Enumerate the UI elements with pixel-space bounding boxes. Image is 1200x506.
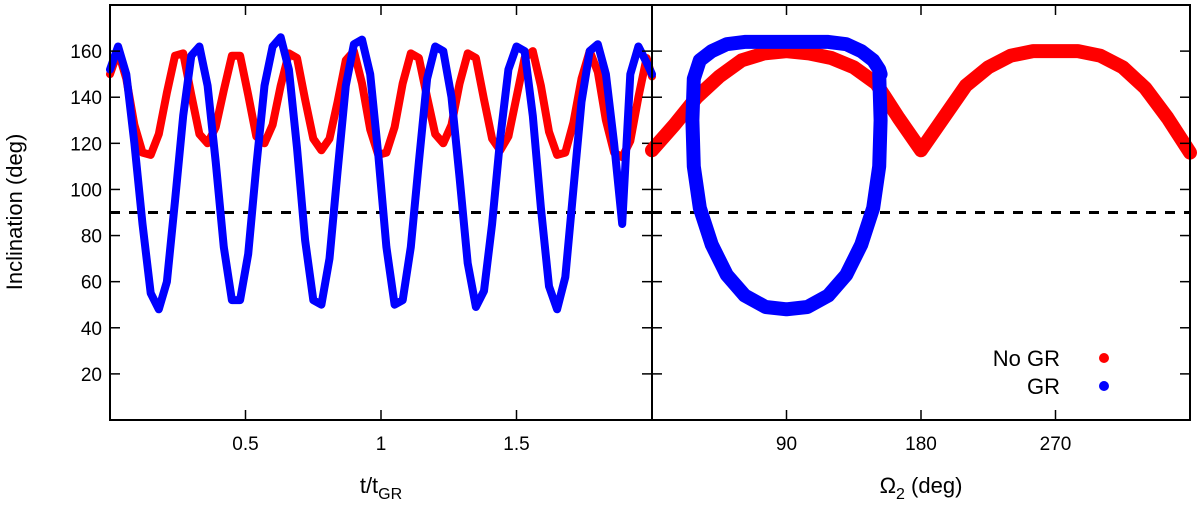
y-tick-label: 80: [81, 227, 102, 248]
legend-marker-no-gr: [1099, 353, 1109, 363]
x-axis-label-left: t/tGR: [360, 473, 402, 503]
y-tick-label: 20: [81, 365, 102, 386]
legend-label-gr: GR: [1027, 374, 1060, 399]
y-axis-label: Inclination (deg): [2, 134, 27, 291]
y-tick-label: 40: [81, 319, 102, 340]
x-tick-label-right: 90: [776, 434, 797, 455]
legend: No GR GR: [993, 346, 1109, 399]
legend-label-no-gr: No GR: [993, 346, 1060, 371]
legend-marker-gr: [1099, 381, 1109, 391]
series-gr-left: [106, 33, 656, 314]
x-tick-label-right: 180: [905, 434, 937, 455]
y-tick-label: 120: [70, 134, 102, 155]
x-tick-label-left: 0.5: [232, 434, 258, 455]
left-panel: 0.5 1 1.5 20 40 60 80 100 120 140 160 t/tGR: [70, 4, 656, 503]
x-tick-label-left: 1: [376, 434, 387, 455]
y-tick-label: 140: [70, 88, 102, 109]
series-no-gr-left: [106, 47, 656, 162]
x-tick-label-left: 1.5: [503, 434, 529, 455]
right-panel: 90 180 270 Ω2 (deg): [645, 4, 1197, 503]
series-no-gr-right: [645, 44, 1197, 160]
x-tick-label-right: 270: [1040, 434, 1072, 455]
y-tick-label: 160: [70, 42, 102, 63]
x-axis-label-right: Ω2 (deg): [880, 473, 963, 503]
y-tick-label: 60: [81, 273, 102, 294]
y-tick-label: 100: [70, 180, 102, 201]
series-gr-right: [685, 34, 888, 317]
